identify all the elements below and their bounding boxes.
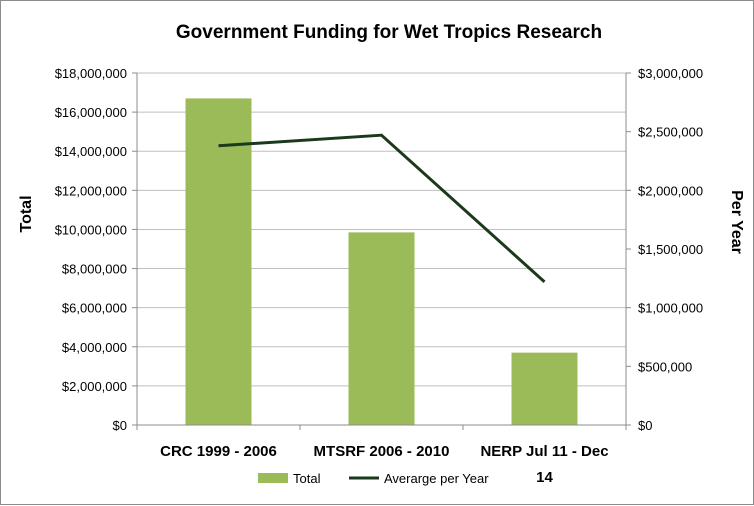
average-per-year-line [218,133,546,283]
right-tick-label: $2,500,000 [638,125,703,140]
right-tick-label: $1,500,000 [638,242,703,257]
left-tick-label: $4,000,000 [62,340,127,355]
left-tick-label: $14,000,000 [55,144,127,159]
right-tick-label: $0 [638,418,652,433]
y-axis-title: Total [18,195,35,232]
right-tick-label: $3,000,000 [638,66,703,81]
left-tick-label: $2,000,000 [62,379,127,394]
legend-label-average: Averarge per Year [384,471,489,486]
category-label: CRC 1999 - 2006 [160,443,277,460]
category-labels: CRC 1999 - 2006 MTSRF 2006 - 2010 NERP Jul… [160,443,608,486]
right-tick-label: $1,000,000 [638,301,703,316]
chart-title: Government Funding for Wet Tropics Resea… [176,22,602,43]
left-tick-label: $6,000,000 [62,301,127,316]
bar-2 [348,232,415,425]
right-tick-label: $2,000,000 [638,183,703,198]
axes [132,72,631,430]
bar-3 [511,352,578,425]
legend-swatch-total [258,473,288,483]
category-label: NERP Jul 11 - Dec [480,443,608,460]
right-axis-ticks: $0 $500,000 $1,000,000 $1,500,000 $2,000,000… [638,66,703,433]
bar-1 [185,98,252,425]
left-tick-label: $8,000,000 [62,262,127,277]
line-series [218,133,546,283]
left-tick-label: $16,000,000 [55,105,127,120]
category-label: 14 [536,469,553,486]
left-axis-ticks: $0 $2,000,000 $4,000,000 $6,000,000 $8,000,0… [55,66,127,433]
left-tick-label: $18,000,000 [55,66,127,81]
right-tick-label: $500,000 [638,359,692,374]
left-tick-label: $10,000,000 [55,222,127,237]
left-tick-label: $0 [113,418,127,433]
legend-label-total: Total [293,471,321,486]
y2-axis-title: Per Year [728,190,745,254]
category-label: MTSRF 2006 - 2010 [314,443,450,460]
left-tick-label: $12,000,000 [55,183,127,198]
bar-series [185,98,578,425]
legend: Total Averarge per Year [258,471,489,486]
